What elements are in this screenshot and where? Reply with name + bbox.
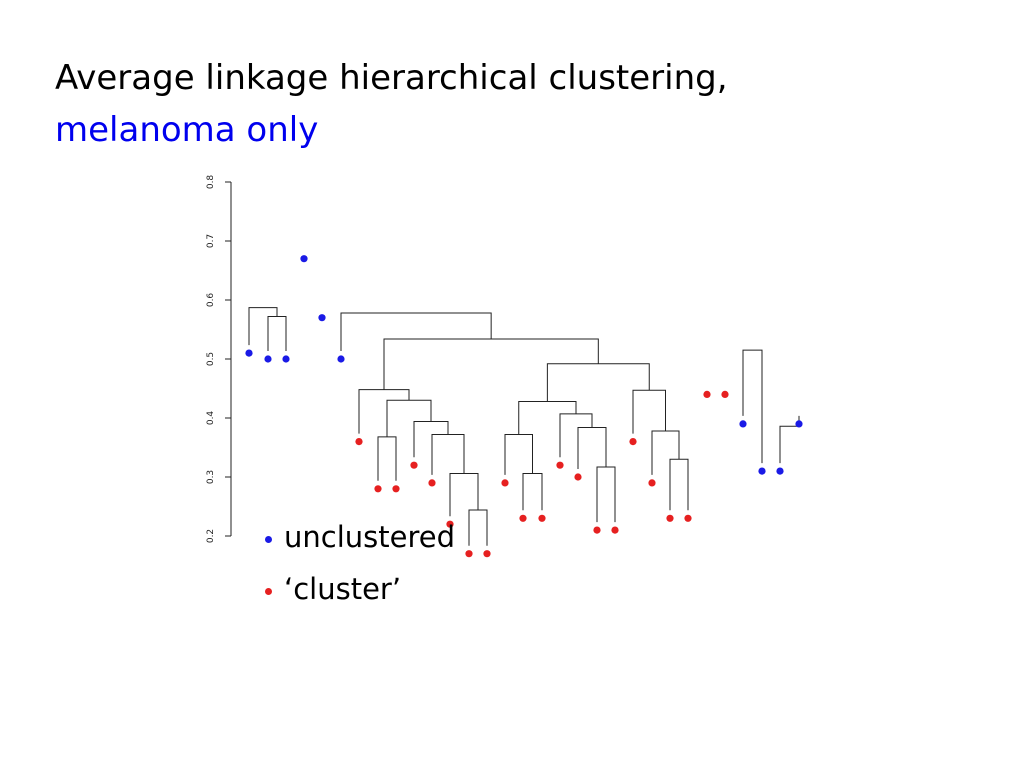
leaf-point-cluster [684,514,692,522]
leaf-point-cluster [556,461,564,469]
leaf-point-unclustered [264,355,272,363]
leaf-point-cluster [538,514,546,522]
leaf-point-unclustered [758,467,766,475]
y-axis: 0.2 0.3 0.4 0.5 0.6 0.7 0.8 [206,175,232,543]
slide-subtitle: melanoma only [55,110,319,150]
leaf-point-unclustered [282,355,290,363]
dendrogram-branch [377,436,397,481]
leaf-point-unclustered [739,420,747,428]
y-tick-label: 0.5 [206,352,216,366]
dendrogram-branch [518,400,577,435]
dendrogram-branch [340,312,492,351]
y-tick-label: 0.4 [206,411,216,426]
dendrogram-branch [383,338,599,390]
dendrogram-branches [248,307,800,546]
legend-label-cluster: ‘cluster’ [284,572,402,606]
leaf-point-unclustered [245,349,253,357]
leaf-point-cluster [721,390,729,398]
y-tick-label: 0.2 [206,529,216,543]
y-tick-label: 0.8 [206,175,216,190]
leaf-point-cluster [519,514,527,522]
leaf-point-cluster [574,473,582,481]
leaf-point-cluster [483,550,491,558]
dendrogram-branch [742,349,763,464]
y-tick-label: 0.7 [206,234,216,248]
dendrogram-branch [596,466,616,523]
leaf-point-cluster [374,485,382,493]
leaf-point-cluster [666,514,674,522]
leaf-point-cluster [629,438,637,446]
dendrogram-branch [632,389,666,434]
leaf-point-cluster [392,485,400,493]
leaf-point-cluster [703,390,711,398]
dendrogram-branch [267,316,287,351]
dendrogram-branch [504,434,533,475]
dendrogram-branch [577,426,607,469]
legend-marker-unclustered [265,536,272,543]
leaf-point-cluster [611,526,619,534]
leaf-point-cluster [355,438,363,446]
leaf-point-unclustered [300,255,308,263]
y-tick-label: 0.3 [206,470,216,484]
legend-label-unclustered: unclustered [284,520,455,554]
dendrogram-branch [386,399,432,437]
dendrogram-branch [413,421,449,458]
dendrogram-branch [651,430,680,475]
dendrogram-branch [546,363,650,402]
leaf-point-cluster [501,479,509,487]
leaf-point-cluster [446,520,454,528]
dendrogram-branch [468,509,488,546]
leaf-point-unclustered [318,314,326,322]
dendrogram-leaves [245,255,803,558]
leaf-point-unclustered [776,467,784,475]
dendrogram-branch [358,389,410,434]
leaf-point-cluster [593,526,601,534]
slide-title: Average linkage hierarchical clustering, [55,58,728,98]
y-tick-label: 0.6 [206,293,216,308]
dendrogram-branch [559,413,593,458]
leaf-point-cluster [410,461,418,469]
dendrogram-branch [522,472,543,511]
leaf-point-unclustered [795,420,803,428]
dendrogram-branch [431,434,465,475]
leaf-point-unclustered [337,355,345,363]
legend-marker-cluster [265,588,272,595]
dendrogram-branch [669,458,689,511]
dendrogram-branch [248,307,278,346]
leaf-point-cluster [465,550,473,558]
leaf-point-cluster [428,479,436,487]
leaf-point-cluster [648,479,656,487]
